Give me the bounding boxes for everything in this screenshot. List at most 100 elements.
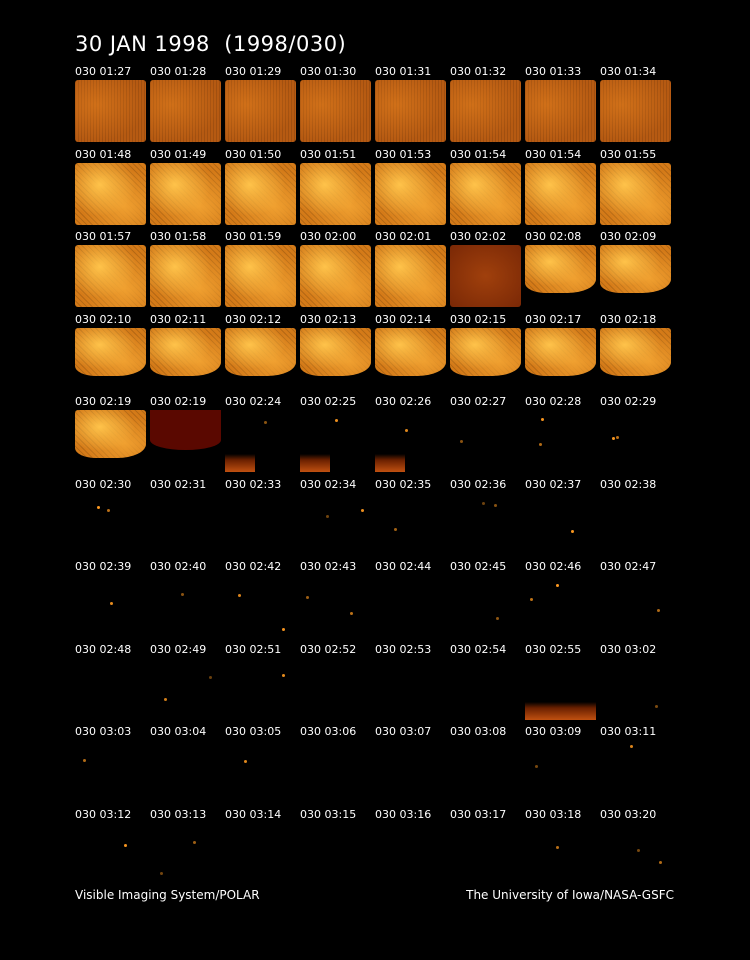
frame-label: 030 02:31 bbox=[150, 477, 207, 491]
speckle bbox=[629, 745, 633, 749]
frame-image bbox=[525, 575, 596, 637]
speckle bbox=[556, 846, 560, 850]
frame-image bbox=[150, 410, 221, 450]
speckle bbox=[237, 593, 241, 597]
speckle bbox=[96, 506, 100, 510]
frame-label: 030 02:27 bbox=[450, 395, 507, 408]
frame-label: 030 03:07 bbox=[375, 725, 432, 738]
frame-image bbox=[300, 492, 371, 555]
frame-image bbox=[225, 245, 296, 307]
frame-label: 030 01:48 bbox=[75, 147, 132, 161]
frame-label: 030 03:08 bbox=[450, 725, 507, 738]
speckle bbox=[540, 417, 544, 421]
speckle bbox=[636, 848, 640, 852]
frame-image bbox=[75, 575, 146, 637]
frame-label: 030 02:14 bbox=[375, 312, 432, 326]
frame-label: 030 01:55 bbox=[600, 147, 657, 161]
frame-image bbox=[300, 442, 330, 472]
frame-image bbox=[75, 492, 146, 555]
frame-label: 030 02:11 bbox=[150, 312, 207, 326]
speckle bbox=[494, 504, 498, 508]
frame-label: 030 02:35 bbox=[375, 477, 432, 491]
frame-label: 030 02:51 bbox=[225, 642, 282, 656]
frame-label: 030 02:00 bbox=[300, 230, 357, 243]
speckle bbox=[109, 601, 113, 605]
frame-image bbox=[450, 162, 521, 225]
frame-image bbox=[600, 740, 671, 802]
frame-image bbox=[600, 410, 671, 472]
frame-label: 030 02:29 bbox=[600, 395, 657, 408]
frame-image bbox=[75, 327, 146, 376]
frame-label: 030 02:42 bbox=[225, 560, 282, 573]
frame-image bbox=[600, 80, 671, 142]
speckle bbox=[657, 609, 661, 613]
speckle bbox=[159, 871, 163, 875]
frame-image bbox=[225, 492, 296, 555]
frame-label: 030 02:09 bbox=[600, 230, 657, 243]
frame-label: 030 01:58 bbox=[150, 230, 207, 243]
frame-label: 030 02:24 bbox=[225, 395, 282, 408]
frame-label: 030 01:33 bbox=[525, 65, 582, 78]
frame-image bbox=[450, 575, 521, 637]
frame-label: 030 02:44 bbox=[375, 560, 432, 573]
frame-label: 030 01:54 bbox=[525, 147, 582, 161]
frame-image bbox=[450, 740, 521, 802]
frame-label: 030 01:57 bbox=[75, 230, 132, 243]
frame-image bbox=[525, 327, 596, 376]
frame-image bbox=[375, 245, 446, 307]
speckle bbox=[360, 509, 364, 513]
frame-label: 030 01:31 bbox=[375, 65, 432, 78]
frame-image bbox=[450, 327, 521, 376]
frame-image bbox=[525, 689, 596, 720]
frame-label: 030 03:17 bbox=[450, 807, 507, 821]
speckle bbox=[124, 844, 128, 848]
frame-label: 030 02:40 bbox=[150, 560, 207, 573]
frame-label: 030 03:16 bbox=[375, 807, 432, 821]
speckle bbox=[181, 593, 185, 597]
frame-image bbox=[150, 80, 221, 142]
speckle bbox=[83, 758, 87, 762]
speckle bbox=[263, 420, 267, 424]
speckle bbox=[282, 673, 286, 677]
speckle bbox=[243, 759, 247, 763]
frame-image bbox=[525, 740, 596, 802]
speckle bbox=[570, 529, 574, 533]
frame-label: 030 02:37 bbox=[525, 477, 582, 491]
frame-label: 030 03:15 bbox=[300, 807, 357, 821]
frame-label: 030 01:29 bbox=[225, 65, 282, 78]
frame-image bbox=[75, 245, 146, 307]
frame-image bbox=[525, 80, 596, 142]
footer-right: The University of Iowa/NASA-GSFC bbox=[466, 888, 674, 902]
frame-image bbox=[375, 162, 446, 225]
frame-image bbox=[150, 740, 221, 802]
frame-label: 030 01:34 bbox=[600, 65, 657, 78]
speckle bbox=[106, 509, 110, 513]
frame-image bbox=[300, 245, 371, 307]
frame-image bbox=[450, 80, 521, 142]
frame-image bbox=[150, 162, 221, 225]
speckle bbox=[556, 584, 560, 588]
frame-image bbox=[300, 822, 371, 885]
frame-label: 030 02:02 bbox=[450, 230, 507, 243]
frame-image bbox=[225, 657, 296, 720]
frame-image bbox=[225, 740, 296, 802]
frame-label: 030 02:36 bbox=[450, 477, 507, 491]
frame-label: 030 02:18 bbox=[600, 312, 657, 326]
frame-image bbox=[525, 492, 596, 555]
frame-image bbox=[525, 245, 596, 293]
frame-label: 030 03:09 bbox=[525, 725, 582, 738]
frame-label: 030 02:45 bbox=[450, 560, 507, 573]
frame-label: 030 03:13 bbox=[150, 807, 207, 821]
frame-label: 030 01:49 bbox=[150, 147, 207, 161]
frame-image bbox=[375, 442, 405, 472]
speckle bbox=[535, 765, 539, 769]
speckle bbox=[459, 439, 463, 443]
speckle bbox=[281, 628, 285, 632]
title: 30 JAN 1998 (1998/030) bbox=[75, 32, 347, 56]
frame-image bbox=[375, 822, 446, 885]
frame-image bbox=[600, 245, 671, 293]
frame-label: 030 03:02 bbox=[600, 642, 657, 656]
frame-label: 030 01:27 bbox=[75, 65, 132, 78]
speckle bbox=[164, 697, 168, 701]
